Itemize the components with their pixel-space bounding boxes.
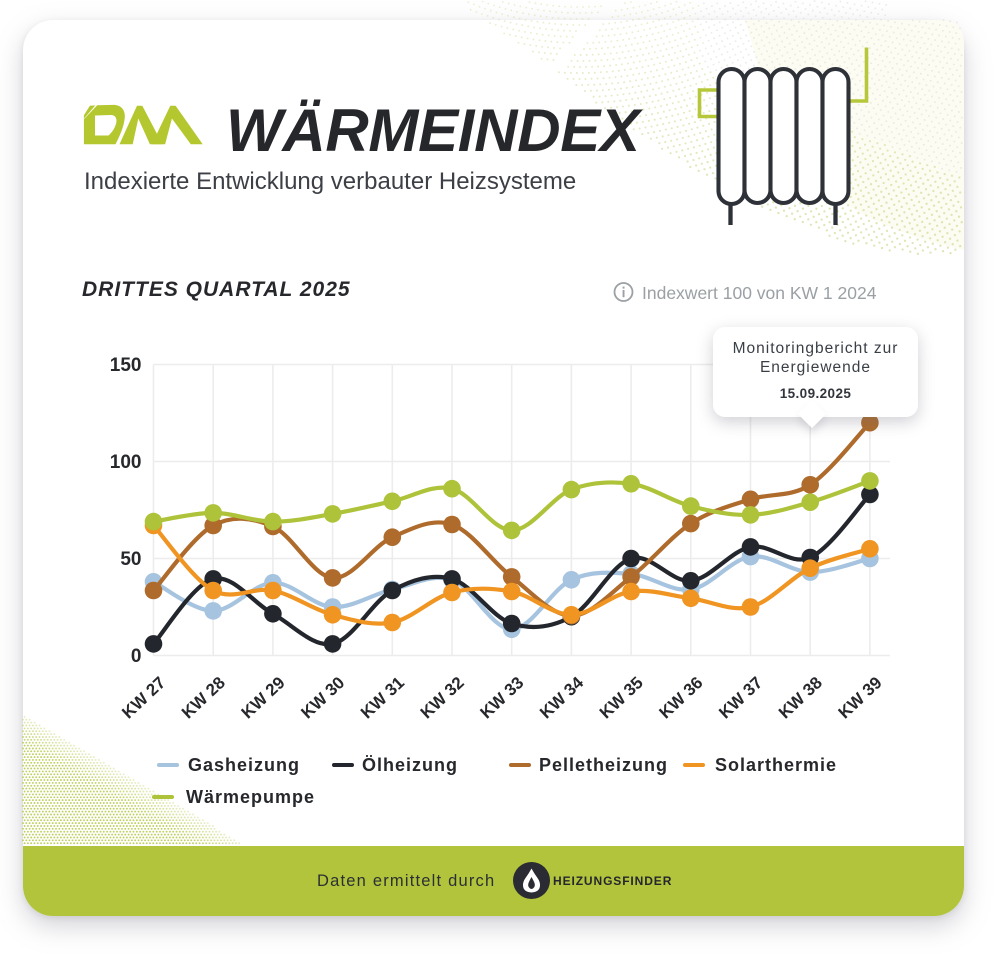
svg-text:KW 36: KW 36 [656,673,707,722]
svg-text:KW 32: KW 32 [417,673,468,722]
svg-text:KW 35: KW 35 [596,673,647,722]
svg-text:KW 31: KW 31 [357,673,408,722]
svg-text:KW 27: KW 27 [118,673,169,722]
svg-text:KW 30: KW 30 [297,673,348,722]
svg-text:KW 37: KW 37 [715,673,766,722]
svg-text:KW 34: KW 34 [536,673,587,723]
svg-text:0: 0 [131,646,142,667]
svg-text:KW 39: KW 39 [835,673,886,722]
svg-text:KW 38: KW 38 [775,673,826,722]
svg-text:KW 28: KW 28 [178,673,229,722]
svg-text:KW 33: KW 33 [476,673,527,722]
svg-text:KW 29: KW 29 [238,673,289,722]
svg-text:50: 50 [120,549,141,570]
svg-text:100: 100 [110,452,142,473]
svg-text:150: 150 [110,355,142,376]
